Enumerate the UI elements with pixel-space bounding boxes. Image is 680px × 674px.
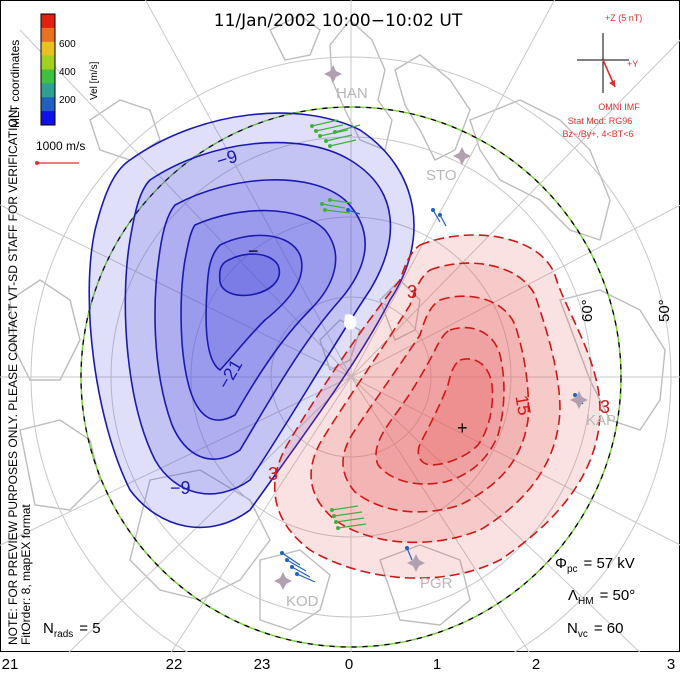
colorbar-segment bbox=[41, 14, 55, 29]
coastlines bbox=[9, 14, 666, 631]
colorbar-tick-200: 200 bbox=[59, 95, 76, 106]
imf-model: Stat Mod: RG96 bbox=[568, 116, 633, 126]
station-label-han: HAN bbox=[336, 85, 368, 102]
imf-dial bbox=[577, 33, 629, 93]
negative-potential-cell bbox=[88, 112, 415, 529]
reference-vector-label: 1000 m/s bbox=[36, 139, 85, 153]
colorbar-segment bbox=[41, 83, 55, 98]
imf-arrowhead bbox=[609, 80, 615, 87]
potential-max-marker: + bbox=[457, 418, 468, 438]
colorbar-frame bbox=[40, 13, 56, 126]
nrads-value: = 5 bbox=[79, 620, 100, 637]
contour-label-pos-lower: 3 bbox=[268, 464, 278, 484]
lambda-subscript: HM bbox=[578, 596, 594, 607]
colorbar-segment bbox=[41, 69, 55, 84]
mlt-label-2: 2 bbox=[532, 656, 540, 673]
mlt-label-22: 22 bbox=[166, 656, 183, 673]
pole-gap bbox=[344, 314, 357, 330]
contour-label-neg-lower: −9 bbox=[170, 478, 191, 498]
colorbar-segment bbox=[41, 27, 55, 43]
coord-label: MLT coordinates bbox=[8, 40, 22, 128]
lambda-symbol: Λ bbox=[568, 587, 578, 604]
station-marker-pgr bbox=[407, 554, 425, 572]
colorbar-segment bbox=[41, 55, 55, 70]
fit-order-note: FitOrder: 8, mapEX format bbox=[19, 504, 33, 645]
nvc-subscript: vc bbox=[578, 629, 588, 640]
station-label-pgr: PGR bbox=[420, 575, 453, 592]
plot-title: 11/Jan/2002 10:00−10:02 UT bbox=[214, 11, 463, 31]
imf-axis-y: +Y bbox=[627, 59, 638, 69]
radar-count: Nrads = 5 bbox=[43, 620, 101, 640]
imf-axis-z: +Z (5 nT) bbox=[605, 13, 642, 23]
hm-latitude: ΛHM = 50° bbox=[568, 587, 635, 607]
phi-value: = 57 kV bbox=[584, 555, 635, 572]
station-label-sto: STO bbox=[426, 167, 457, 184]
imf-label: OMNI IMF bbox=[598, 102, 640, 112]
imf-condition: Bz−/By+, 4<BT<6 bbox=[562, 129, 633, 139]
preview-note: NOTE: FOR PREVIEW PURPOSES ONLY. PLEASE … bbox=[6, 106, 20, 645]
mlt-label-23: 23 bbox=[254, 656, 271, 673]
colorbar-tick-400: 400 bbox=[59, 67, 76, 78]
vector-count: Nvc = 60 bbox=[567, 620, 623, 640]
mlt-label-0: 0 bbox=[345, 656, 353, 673]
colorbar-segment bbox=[41, 41, 55, 57]
station-label-kod: KOD bbox=[286, 593, 319, 610]
mlt-label-1: 1 bbox=[433, 656, 441, 673]
phi-symbol: Φ bbox=[555, 555, 567, 572]
contour-label-pos-mid: 15 bbox=[511, 394, 534, 417]
lambda-value: = 50° bbox=[600, 587, 636, 604]
station-label-kap: KAP bbox=[586, 412, 616, 429]
reference-vector-dot bbox=[35, 161, 39, 165]
station-markers bbox=[274, 65, 588, 590]
station-marker-kod bbox=[274, 572, 292, 590]
latitude-label-50: 50° bbox=[656, 299, 673, 322]
hm-boundary-green bbox=[80, 106, 622, 648]
station-marker-sto bbox=[453, 147, 471, 165]
nrads-symbol: N bbox=[43, 620, 54, 637]
nrads-subscript: rads bbox=[54, 629, 73, 640]
nvc-value: = 60 bbox=[594, 620, 624, 637]
contour-label-pos-left: 3 bbox=[407, 282, 417, 302]
station-marker-kap bbox=[570, 391, 588, 409]
latitude-label-60: 60° bbox=[579, 299, 596, 322]
colorbar-segment bbox=[41, 97, 55, 112]
mlt-label-3: 3 bbox=[667, 656, 675, 673]
positive-potential-cell bbox=[273, 234, 601, 579]
colorbar-segment bbox=[41, 111, 55, 126]
cross-polar-potential: Φpc = 57 kV bbox=[555, 555, 635, 575]
potential-min-marker: − bbox=[248, 241, 259, 261]
contour-label-pos-right: 3 bbox=[600, 397, 610, 417]
phi-subscript: pc bbox=[567, 564, 578, 575]
velocity-colorbar bbox=[41, 14, 55, 126]
colorbar-tick-600: 600 bbox=[59, 39, 76, 50]
colorbar-label: Vel [m/s] bbox=[89, 61, 100, 100]
mlt-label-21: 21 bbox=[2, 656, 19, 673]
nvc-symbol: N bbox=[567, 620, 578, 637]
station-marker-han bbox=[324, 65, 342, 83]
